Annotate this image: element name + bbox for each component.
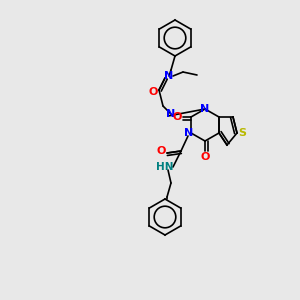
Text: N: N bbox=[184, 128, 194, 138]
Text: S: S bbox=[238, 128, 246, 138]
Text: N: N bbox=[200, 104, 210, 114]
Text: N: N bbox=[167, 109, 176, 119]
Text: N: N bbox=[164, 71, 174, 81]
Text: O: O bbox=[156, 146, 166, 156]
Text: O: O bbox=[148, 87, 158, 97]
Text: O: O bbox=[172, 112, 182, 122]
Text: O: O bbox=[200, 152, 210, 162]
Text: HN: HN bbox=[156, 162, 174, 172]
